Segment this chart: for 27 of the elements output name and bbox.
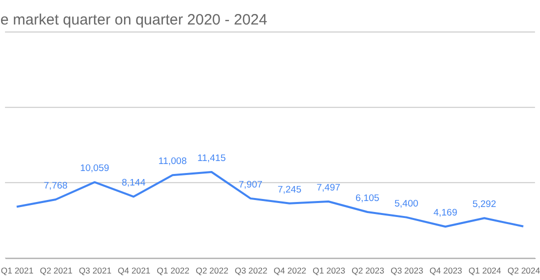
data-label: 5,400 [394,198,418,210]
x-tick-label: Q2 2023 [352,266,384,276]
data-label: 6,105 [356,193,380,204]
data-label: 11,008 [158,156,187,168]
x-tick-label: Q2 2022 [196,266,229,276]
data-label: 7,768 [44,180,68,192]
x-tick-label: Q3 2022 [234,266,268,276]
x-tick-label: Q4 2023 [430,266,462,276]
x-tick-label: Q1 2021 [0,266,34,276]
data-label: 8,144 [122,178,146,189]
x-tick-label: Q3 2021 [78,266,112,276]
x-tick-label: Q2 2024 [507,266,540,276]
data-label: 7,497 [316,182,340,194]
data-label: 5,292 [472,199,496,210]
data-label: 7,907 [238,179,262,190]
x-tick-label: Q1 2022 [156,266,190,276]
data-label: 10,059 [80,163,110,174]
data-label: 4,169 [433,208,458,219]
x-tick-label: Q1 2023 [312,266,346,276]
data-label: 7,245 [278,184,302,196]
x-tick-label: Q3 2023 [390,266,424,276]
data-label: 11,415 [197,153,226,164]
x-tick-label: Q2 2021 [40,266,73,276]
x-tick-label: Q4 2022 [274,266,307,276]
chart-title: e market quarter on quarter 2020 - 2024 [0,12,268,28]
x-tick-label: Q4 2021 [118,266,151,276]
x-tick-label: Q1 2024 [468,266,502,276]
